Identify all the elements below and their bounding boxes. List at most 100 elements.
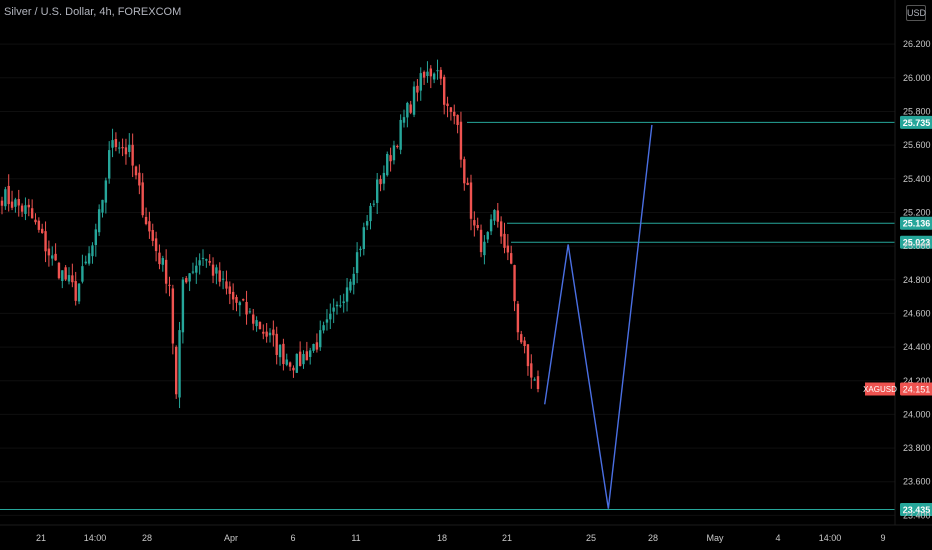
candle-body (489, 219, 493, 232)
time-tick-label: 21 (36, 533, 46, 543)
candle-body (315, 342, 319, 350)
candle-body (221, 278, 225, 280)
candle-body (198, 260, 201, 266)
candle-body (175, 346, 178, 395)
candle-body (409, 104, 412, 113)
candle-body (121, 147, 124, 149)
candle-body (205, 259, 208, 261)
candle-body (262, 331, 265, 334)
time-tick-label: 14:00 (819, 533, 842, 543)
candle-body (506, 245, 510, 253)
candle-body (151, 229, 154, 241)
candle-body (349, 281, 352, 291)
candle-body (114, 139, 118, 148)
price-tick-label: 23.600 (903, 477, 931, 487)
candle-body (101, 199, 104, 213)
candle-body (496, 210, 499, 222)
candle-body (24, 205, 27, 214)
projection-path (544, 124, 653, 509)
candle-body (128, 144, 131, 152)
candle-body (386, 153, 389, 176)
time-tick-label: 25 (586, 533, 596, 543)
candle-body (402, 117, 406, 123)
level-tag-label: 25.023 (903, 238, 931, 248)
candle-body (41, 228, 44, 233)
candle-body (483, 241, 486, 256)
candle-body (258, 321, 262, 330)
candles (0, 59, 540, 409)
candle-body (309, 350, 312, 357)
candle-body (61, 270, 64, 281)
level-tag (900, 216, 932, 230)
candle-body (345, 287, 349, 302)
candle-body (154, 238, 158, 252)
candle-body (419, 73, 422, 91)
candle-body (412, 86, 416, 115)
candle-body (10, 201, 14, 208)
candle-body (503, 233, 506, 248)
candle-body (362, 227, 365, 250)
candle-body (516, 303, 520, 333)
time-tick-label: 4 (775, 533, 780, 543)
price-tick-label: 25.800 (903, 106, 931, 116)
candle-body (84, 261, 87, 264)
level-tag-label: 23.435 (903, 505, 931, 515)
candle-body (369, 205, 372, 222)
candle-body (7, 185, 10, 205)
candle-body (329, 313, 332, 320)
candle-body (141, 182, 144, 216)
candle-body (426, 71, 429, 77)
price-tick-label: 23.800 (903, 443, 931, 453)
candle-body (87, 253, 91, 264)
candle-body (168, 284, 171, 286)
symbol-tag (865, 382, 895, 396)
candle-body (499, 221, 503, 237)
candle-body (275, 333, 278, 355)
time-tick-label: 9 (880, 533, 885, 543)
candle-body (104, 180, 108, 203)
time-tick-label: 6 (290, 533, 295, 543)
candle-body (17, 199, 20, 206)
candle-body (181, 279, 185, 333)
candle-body (74, 281, 77, 301)
price-tick-label: 24.600 (903, 308, 931, 318)
candle-body (97, 209, 101, 233)
candle-body (278, 344, 282, 358)
candle-body (191, 271, 195, 273)
candle-body (325, 319, 329, 323)
candle-body (439, 69, 443, 79)
candle-body (161, 258, 164, 265)
candle-body (406, 102, 409, 118)
candle-body (379, 179, 382, 185)
candle-body (288, 362, 292, 367)
candle-body (392, 145, 396, 161)
candle-body (446, 103, 449, 107)
candle-body (111, 140, 114, 148)
candle-body (178, 330, 181, 398)
candle-body (432, 73, 436, 80)
candle-body (456, 114, 459, 125)
candle-body (530, 363, 533, 378)
candle-body (228, 286, 231, 294)
candle-body (47, 248, 51, 256)
candle-body (382, 172, 386, 184)
level-tag (900, 115, 932, 129)
candle-body (520, 334, 523, 343)
candle-body (225, 281, 228, 289)
candle-body (20, 205, 24, 212)
currency-button[interactable]: USD (906, 5, 926, 21)
candle-body (389, 155, 392, 162)
candle-body (81, 266, 84, 282)
candle-body (372, 203, 376, 205)
candle-body (238, 302, 242, 306)
candle-body (171, 288, 175, 344)
price-tick-label: 26.200 (903, 39, 931, 49)
candle-body (493, 210, 496, 221)
time-tick-label: 14:00 (84, 533, 107, 543)
price-tick-label: 23.400 (903, 510, 931, 520)
candle-body (14, 199, 17, 207)
time-tick-label: Apr (224, 533, 238, 543)
time-tick-label: 18 (437, 533, 447, 543)
candle-body (453, 111, 456, 117)
